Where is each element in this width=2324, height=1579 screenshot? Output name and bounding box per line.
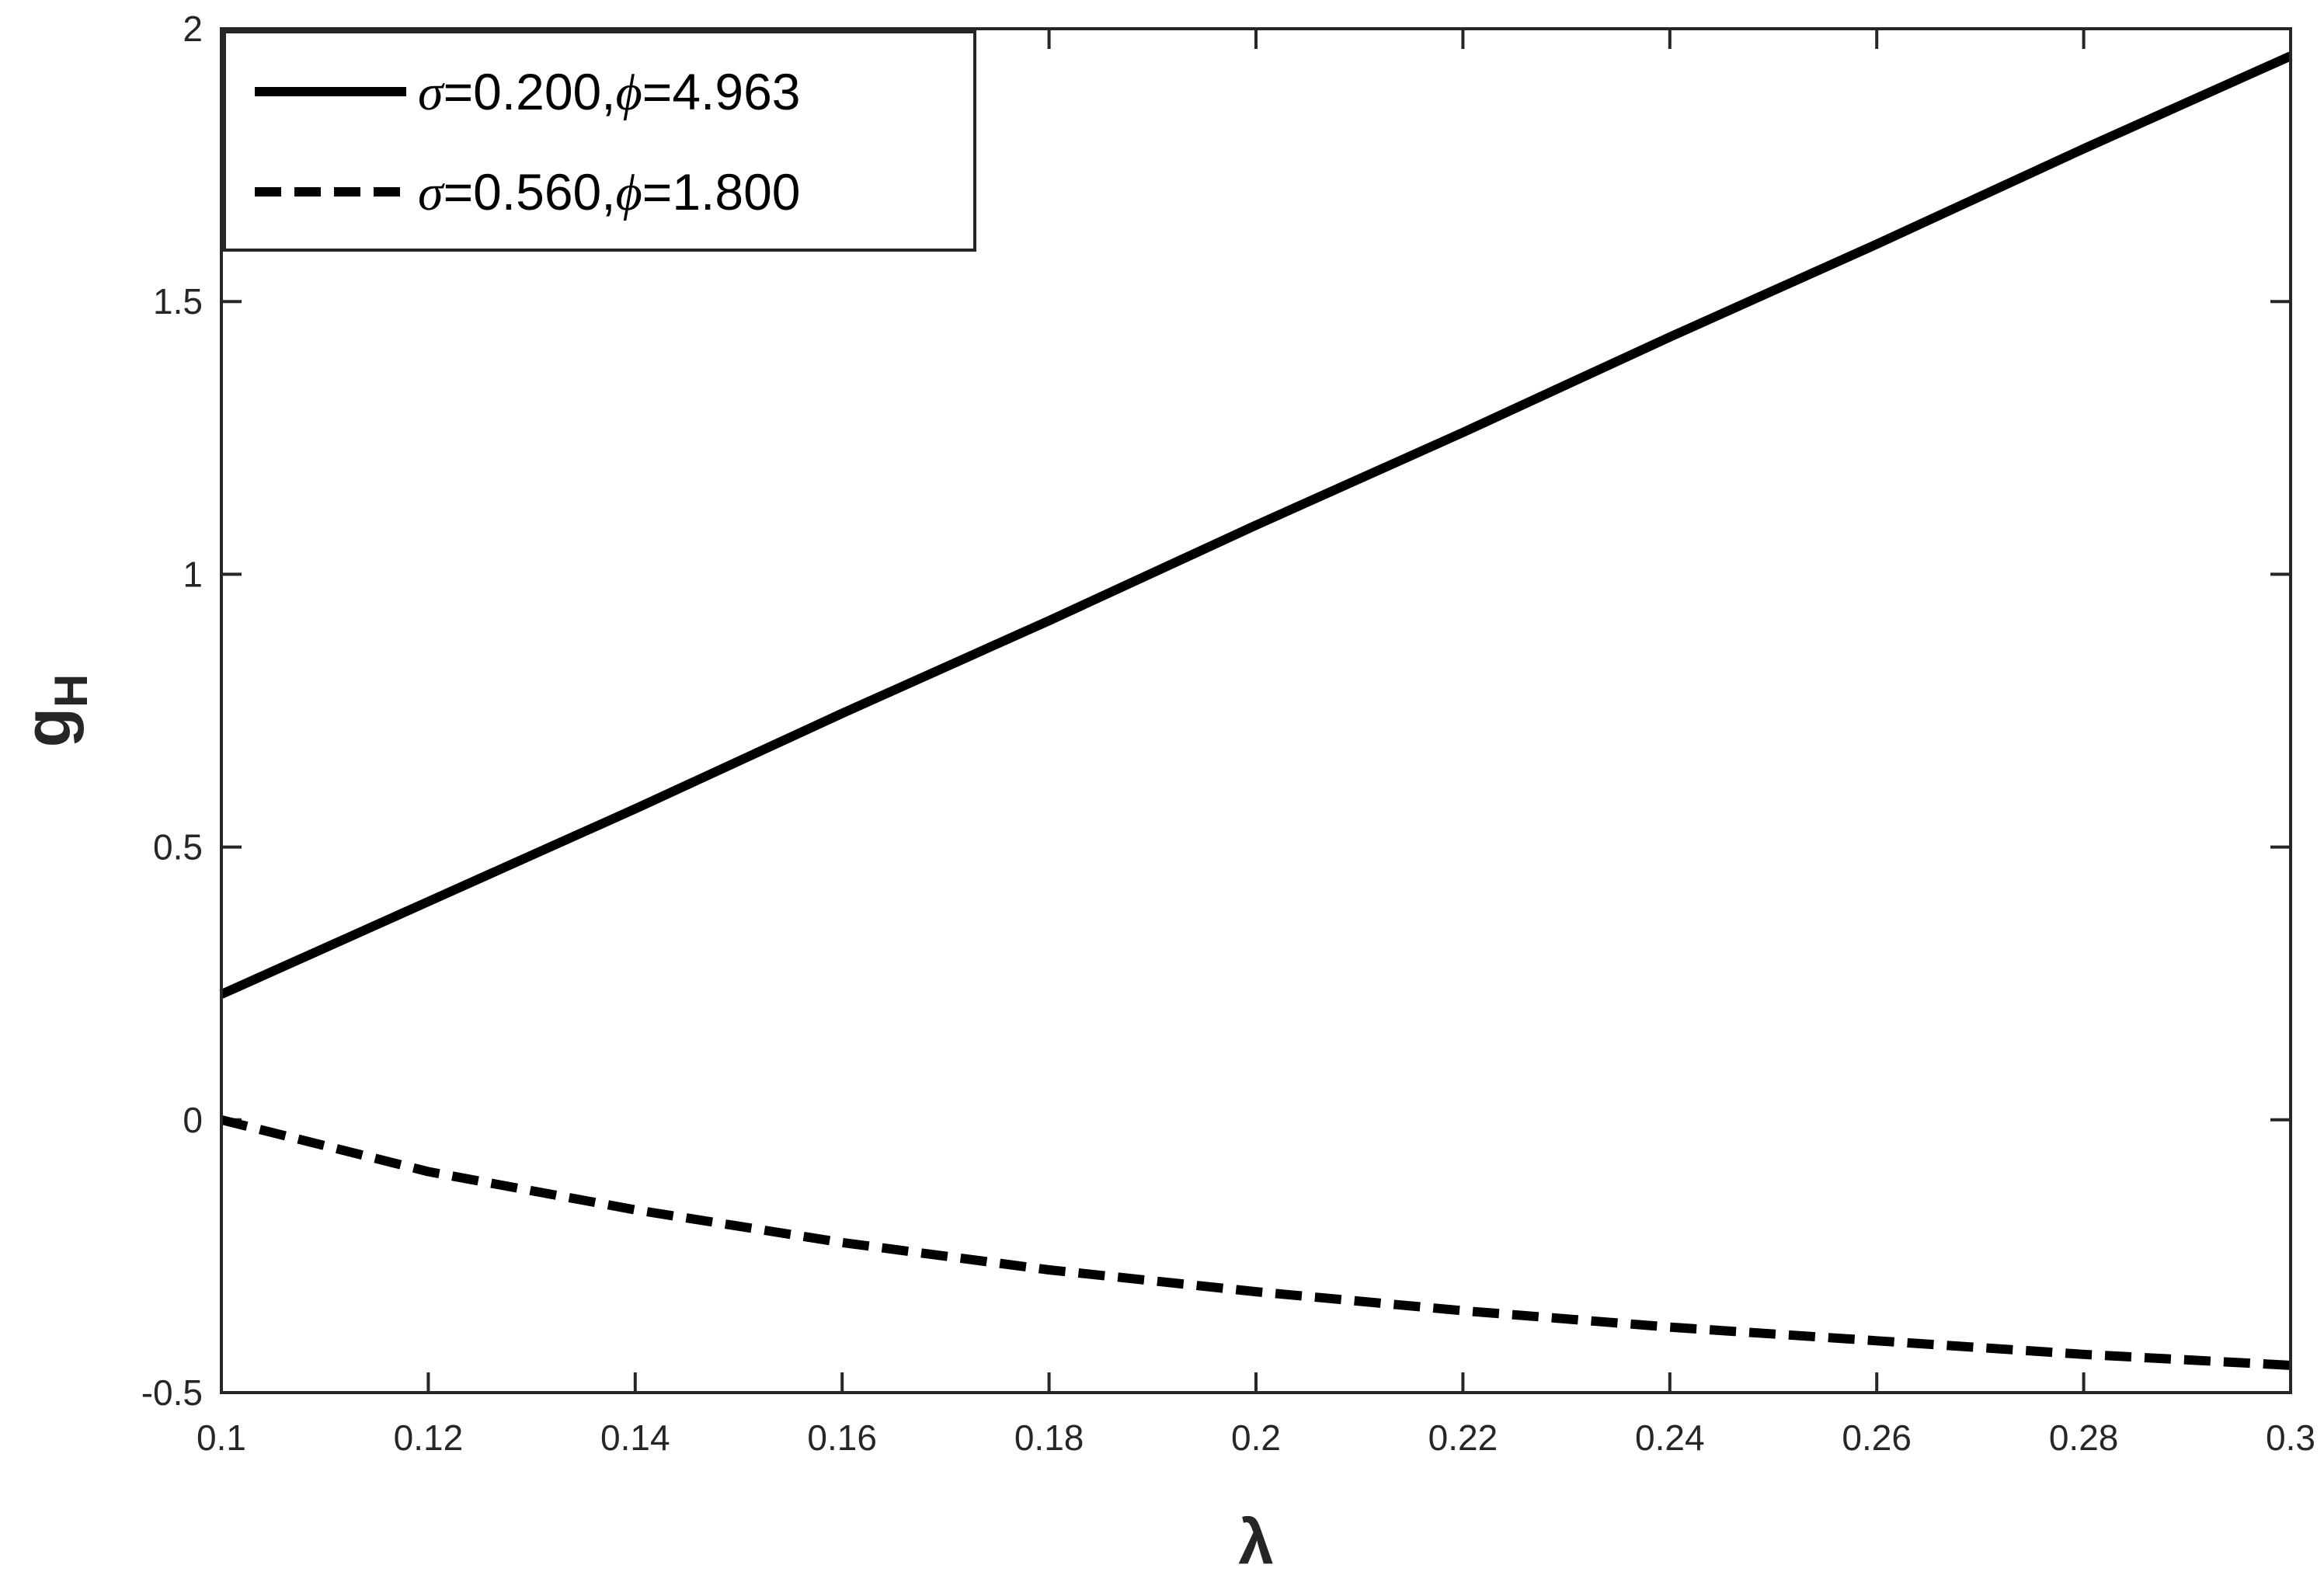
x-tick-label: 0.2 <box>1231 1417 1281 1458</box>
y-axis-title-main: g <box>11 708 84 747</box>
series-layer <box>219 51 2293 1370</box>
plot-area-frame <box>220 27 2292 1394</box>
x-tick-label: 0.3 <box>2266 1417 2315 1458</box>
x-tick-label: 0.28 <box>2049 1417 2119 1458</box>
x-axis-title: λ <box>1238 1507 1274 1577</box>
y-tick-label: 0 <box>183 1100 203 1140</box>
x-axis-ticks: 0.1 0.12 0.14 0.16 0.18 0.2 0.22 0.24 0.26 0.28 0.… <box>197 29 2315 1458</box>
y-tick-label: 1.5 <box>153 281 203 322</box>
x-tick-label: 0.14 <box>600 1417 670 1458</box>
y-tick-label: -0.5 <box>141 1372 203 1413</box>
x-tick-label: 0.22 <box>1428 1417 1498 1458</box>
legend: σ=0.200,ϕ=4.963 σ=0.560,ϕ=1.800 <box>223 30 976 252</box>
x-tick-label: 0.1 <box>197 1417 246 1458</box>
legend-label-series-2: σ=0.560,ϕ=1.800 <box>418 163 801 221</box>
series-line-1-solid <box>219 51 2293 999</box>
x-tick-label: 0.12 <box>394 1417 464 1458</box>
x-tick-label: 0.24 <box>1635 1417 1705 1458</box>
y-axis-title: gH <box>11 674 97 748</box>
svg-text:gH: gH <box>11 674 97 748</box>
legend-box <box>223 30 976 252</box>
y-tick-label: 2 <box>183 9 203 49</box>
series-line-2-dashed <box>220 1115 2291 1370</box>
y-tick-label: 1 <box>183 554 203 594</box>
x-tick-label: 0.16 <box>807 1417 877 1458</box>
legend-label-series-1: σ=0.200,ϕ=4.963 <box>418 63 801 121</box>
y-tick-label: 0.5 <box>153 827 203 868</box>
x-tick-label: 0.26 <box>1842 1417 1912 1458</box>
x-tick-label: 0.18 <box>1014 1417 1084 1458</box>
y-axis-title-subscript: H <box>45 674 97 708</box>
